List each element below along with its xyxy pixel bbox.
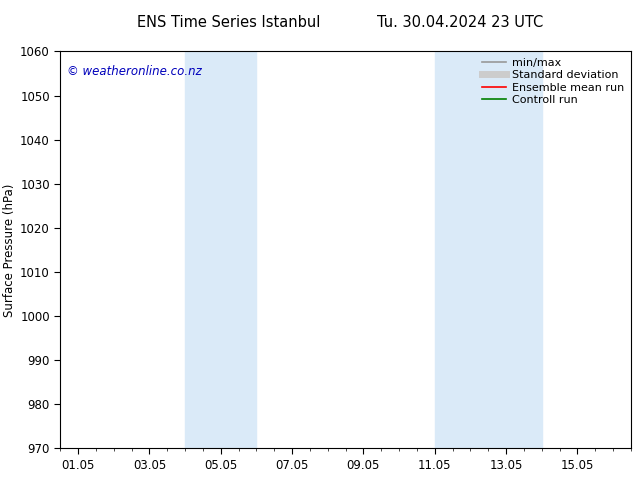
- Text: ENS Time Series Istanbul: ENS Time Series Istanbul: [136, 15, 320, 29]
- Y-axis label: Surface Pressure (hPa): Surface Pressure (hPa): [3, 183, 16, 317]
- Bar: [185, 51, 256, 448]
- Bar: [435, 51, 541, 448]
- Text: Tu. 30.04.2024 23 UTC: Tu. 30.04.2024 23 UTC: [377, 15, 543, 29]
- Text: © weatheronline.co.nz: © weatheronline.co.nz: [67, 65, 202, 78]
- Legend: min/max, Standard deviation, Ensemble mean run, Controll run: min/max, Standard deviation, Ensemble me…: [481, 57, 625, 106]
